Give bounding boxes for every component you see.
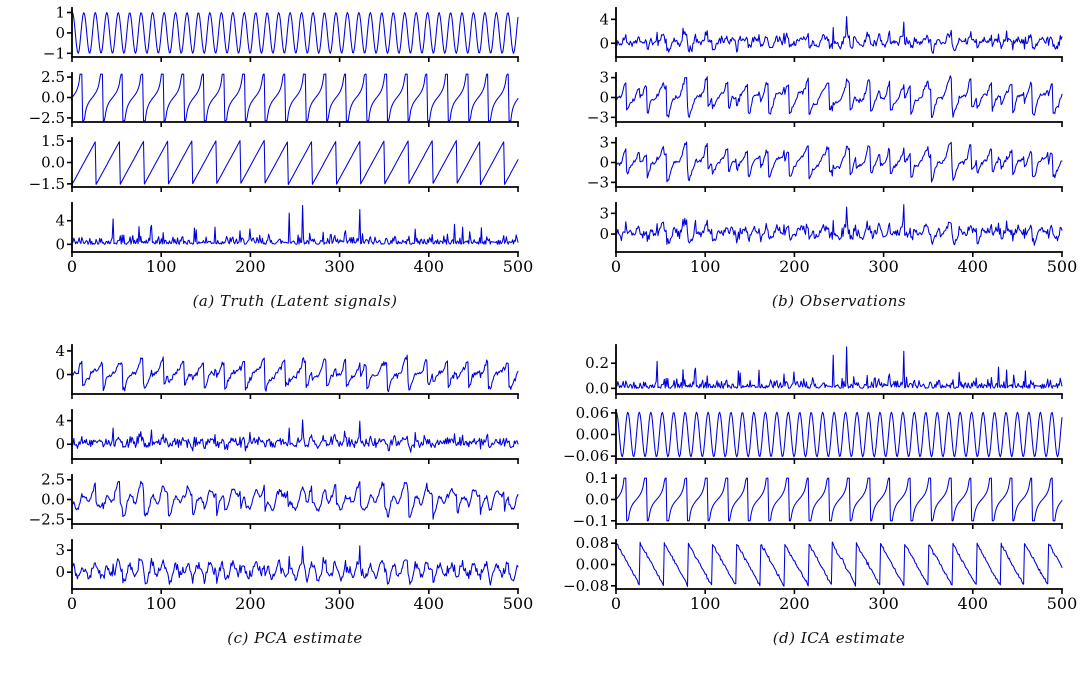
tick-label: 0.0 bbox=[41, 491, 65, 509]
tick-label: 0 bbox=[55, 235, 65, 253]
signal-trace-c3 bbox=[71, 480, 519, 520]
tick-label: 0.0 bbox=[41, 154, 65, 172]
tick-label: 0 bbox=[611, 257, 621, 276]
tick-label: 100 bbox=[690, 257, 721, 276]
tick-label: −2.5 bbox=[29, 109, 65, 127]
signal-trace-a4 bbox=[71, 204, 519, 245]
tick-label: 0 bbox=[55, 435, 65, 453]
tick-label: 3 bbox=[599, 204, 609, 222]
tick-label: 1 bbox=[55, 3, 65, 21]
signal-trace-c4 bbox=[71, 545, 519, 586]
tick-label: 0 bbox=[599, 89, 609, 107]
tick-label: 200 bbox=[235, 257, 266, 276]
tick-label: 0 bbox=[67, 594, 77, 613]
tick-label: 300 bbox=[868, 257, 899, 276]
tick-label: 100 bbox=[690, 594, 721, 613]
tick-label: −1 bbox=[43, 44, 65, 62]
panel-ica-plot: 0.2 0.0 0.06 0.00 −0.06 0.1 0.0 −0.1 0.08 0.00 −0.… bbox=[563, 344, 1078, 613]
tick-label: 0 bbox=[599, 225, 609, 243]
panel-observations: 4 0 3 0 −3 3 0 −3 3 0 0 100 200 300 400 500 (b) Observa… bbox=[544, 0, 1088, 337]
tick-label: 300 bbox=[324, 257, 355, 276]
panel-truth: 1 0 −1 2.5 0.0 −2.5 1.5 0.0 −1.5 4 0 0 100 200 300 400 5… bbox=[0, 0, 544, 337]
signal-trace-b2 bbox=[615, 75, 1063, 118]
tick-label: 2.5 bbox=[41, 68, 65, 86]
signal-trace-b4 bbox=[615, 204, 1063, 246]
tick-label: 4 bbox=[599, 10, 609, 28]
tick-label: 500 bbox=[1047, 594, 1078, 613]
tick-label: 0.00 bbox=[576, 556, 609, 574]
signal-trace-d3 bbox=[615, 477, 1063, 522]
signal-trace-b3 bbox=[615, 141, 1063, 183]
tick-label: 200 bbox=[235, 594, 266, 613]
tick-label: 0.06 bbox=[576, 404, 609, 422]
tick-label: 400 bbox=[414, 594, 445, 613]
tick-label: 500 bbox=[1047, 257, 1078, 276]
tick-label: 3 bbox=[599, 69, 609, 87]
tick-label: −2.5 bbox=[29, 510, 65, 528]
signal-trace-d2 bbox=[615, 411, 1063, 458]
tick-label: 0.0 bbox=[585, 491, 609, 509]
tick-label: −0.1 bbox=[573, 512, 609, 530]
tick-label: 0 bbox=[599, 154, 609, 172]
tick-label: 0.1 bbox=[585, 469, 609, 487]
tick-label: 0 bbox=[55, 366, 65, 384]
tick-label: 400 bbox=[414, 257, 445, 276]
tick-label: −0.08 bbox=[563, 577, 609, 595]
signal-trace-d4 bbox=[615, 541, 1063, 587]
tick-label: 0.2 bbox=[585, 354, 609, 372]
panel-ica-caption: (d) ICA estimate bbox=[772, 629, 906, 647]
tick-label: 400 bbox=[958, 594, 989, 613]
tick-label: 200 bbox=[779, 594, 810, 613]
signal-trace-b1 bbox=[615, 16, 1063, 54]
tick-label: −3 bbox=[587, 108, 609, 126]
panel-pca-caption: (c) PCA estimate bbox=[227, 629, 363, 647]
tick-label: 3 bbox=[55, 541, 65, 559]
tick-label: 3 bbox=[599, 134, 609, 152]
panel-truth-caption: (a) Truth (Latent signals) bbox=[192, 292, 398, 310]
tick-label: 500 bbox=[503, 594, 534, 613]
tick-label: 0 bbox=[611, 594, 621, 613]
tick-label: 4 bbox=[55, 212, 65, 230]
tick-label: 0.0 bbox=[41, 89, 65, 107]
tick-label: 0 bbox=[599, 34, 609, 52]
signal-trace-d1 bbox=[615, 346, 1063, 389]
tick-label: 0 bbox=[67, 257, 77, 276]
tick-label: 0 bbox=[55, 563, 65, 581]
tick-label: 300 bbox=[324, 594, 355, 613]
panel-observations-caption: (b) Observations bbox=[771, 292, 907, 310]
panel-pca: 4 0 4 0 2.5 0.0 −2.5 3 0 0 100 200 300 400 500 (c) PCA… bbox=[0, 337, 544, 674]
tick-label: 500 bbox=[503, 257, 534, 276]
tick-label: 100 bbox=[146, 594, 177, 613]
tick-label: 0.08 bbox=[576, 534, 609, 552]
tick-label: 400 bbox=[958, 257, 989, 276]
signal-trace-a3 bbox=[71, 139, 519, 186]
tick-label: 4 bbox=[55, 342, 65, 360]
tick-label: 0 bbox=[55, 24, 65, 42]
tick-label: 200 bbox=[779, 257, 810, 276]
tick-label: 1.5 bbox=[41, 132, 65, 150]
signal-trace-c2 bbox=[71, 419, 519, 453]
signal-trace-c1 bbox=[71, 354, 519, 393]
tick-label: 300 bbox=[868, 594, 899, 613]
signal-trace-a2 bbox=[71, 73, 519, 122]
tick-label: 2.5 bbox=[41, 471, 65, 489]
tick-label: 100 bbox=[146, 257, 177, 276]
tick-label: −0.06 bbox=[563, 447, 609, 465]
tick-label: 0.0 bbox=[585, 379, 609, 397]
tick-label: −1.5 bbox=[29, 175, 65, 193]
panel-ica: 0.2 0.0 0.06 0.00 −0.06 0.1 0.0 −0.1 0.08 0.00 −0.… bbox=[544, 337, 1088, 674]
tick-label: 4 bbox=[55, 412, 65, 430]
tick-label: −3 bbox=[587, 173, 609, 191]
signal-trace-a1 bbox=[71, 11, 519, 54]
tick-label: 0.00 bbox=[576, 426, 609, 444]
